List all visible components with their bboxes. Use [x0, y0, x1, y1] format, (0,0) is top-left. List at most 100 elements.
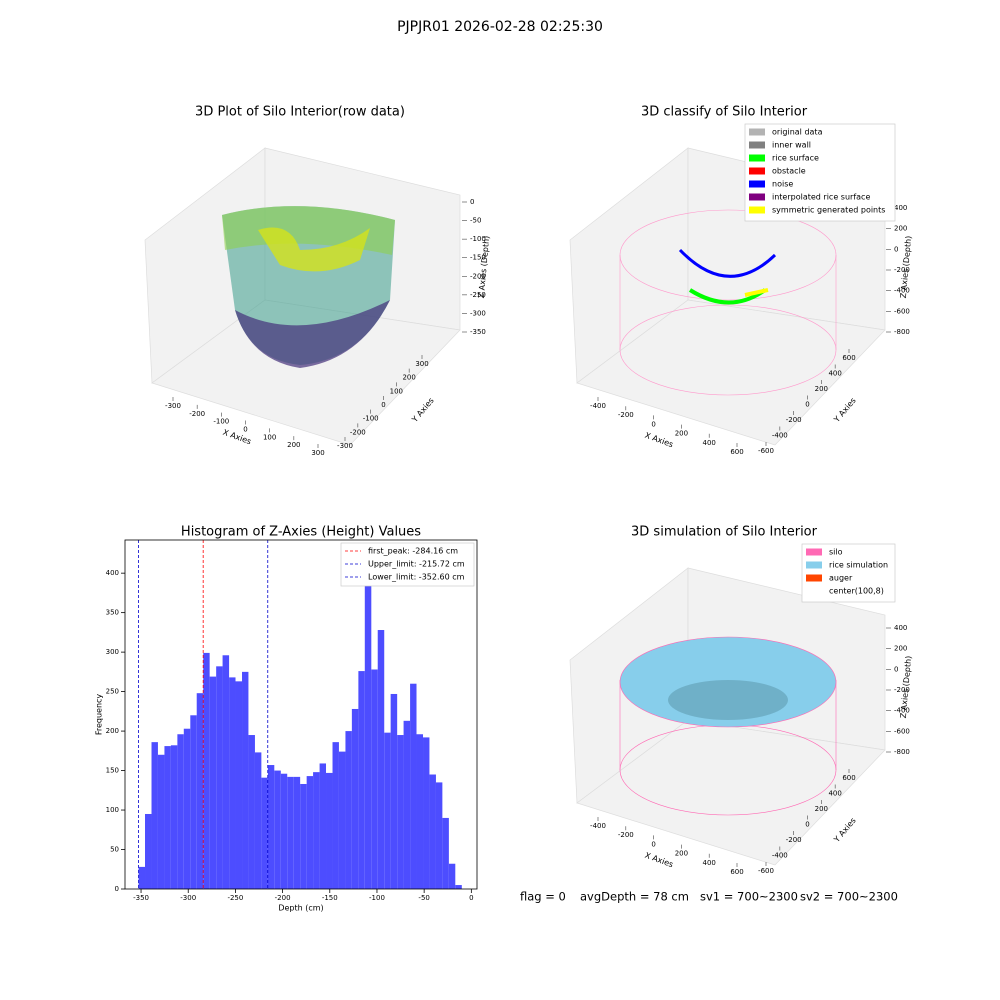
legend-swatch [806, 561, 822, 569]
hist-bar [429, 774, 436, 889]
hist-bar [248, 735, 255, 889]
hist-bar [442, 817, 449, 889]
x-tick-label: -400 [590, 402, 606, 410]
z-tick-label: 200 [894, 225, 907, 233]
x-tick-label: 0 [651, 840, 655, 848]
y-tick-label: -400 [772, 852, 788, 860]
y-axis-label: Y Axies [832, 816, 858, 845]
y-tick-label: -400 [772, 432, 788, 440]
hist-bar [216, 666, 223, 889]
x-tick-label: -250 [227, 894, 243, 902]
legend-label: obstacle [772, 167, 806, 176]
x-tick-label: 600 [730, 448, 743, 456]
footer-sv1: sv1 = 700~2300 [700, 890, 798, 904]
hist-bar [371, 669, 378, 889]
z-tick-label: -400 [894, 707, 910, 715]
hist-bar [151, 742, 158, 889]
x-axis-label: X Axies [222, 428, 253, 447]
hist-bar [267, 765, 275, 889]
legend-swatch [806, 548, 822, 556]
y-tick-label: -600 [758, 867, 774, 875]
x-tick-label: 0 [651, 420, 655, 428]
x-tick-label: 200 [675, 850, 688, 858]
hist-bar [390, 693, 398, 889]
x-tick-label: 600 [730, 868, 743, 876]
hist-bar [138, 866, 146, 889]
legend-swatch [749, 180, 765, 188]
hist-bar [455, 885, 462, 889]
legend-box [744, 123, 896, 222]
hist-bar [338, 751, 346, 889]
x-tick-label: -150 [322, 894, 338, 902]
y-tick-label: 200 [106, 727, 119, 735]
legend-box [340, 542, 475, 587]
y-tick-label: 200 [815, 805, 828, 813]
legend-swatch [749, 154, 765, 162]
z-tick-label: 0 [894, 665, 898, 673]
hist-bar [183, 728, 191, 889]
hist-bar [235, 681, 243, 889]
hist-bar [410, 683, 417, 889]
legend-swatch [749, 193, 765, 201]
hist-bar [164, 746, 171, 889]
y-axis-label: Frequency [95, 694, 104, 736]
hist-bar [280, 773, 288, 889]
x-tick-label: -200 [618, 831, 634, 839]
x-tick-label: -350 [133, 894, 149, 902]
y-tick-label: 0 [805, 401, 809, 409]
x-tick-label: -200 [618, 411, 634, 419]
hist-bar [274, 770, 281, 889]
legend-swatch [806, 574, 822, 582]
z-tick-label: -100 [470, 235, 486, 243]
y-axis-label: Y Axies [832, 396, 858, 425]
hist-bar [326, 772, 333, 889]
y-tick-label: 600 [842, 774, 855, 782]
x-tick-label: -400 [590, 822, 606, 830]
y-tick-label: 200 [402, 374, 415, 382]
hist-bar [397, 735, 404, 889]
footer-flag: flag = 0 [520, 890, 566, 904]
y-tick-label: 150 [106, 767, 119, 775]
hist-bar [293, 776, 301, 889]
z-tick-label: 400 [894, 624, 907, 632]
z-tick-label: -400 [894, 287, 910, 295]
hist-bar [190, 715, 197, 889]
hist-bar [345, 731, 352, 889]
z-tick-label: 200 [894, 645, 907, 653]
y-tick-label: 400 [106, 569, 119, 577]
hist-bar [145, 813, 152, 889]
z-axis-label: Z Axies (Depth) [477, 235, 491, 298]
z-tick-label: -250 [470, 291, 486, 299]
plot-title: 3D classify of Silo Interior [641, 105, 808, 120]
y-tick-label: 300 [106, 648, 119, 656]
legend-label: auger [829, 574, 853, 583]
hist-bar [203, 652, 210, 889]
axes-frame [124, 539, 478, 890]
legend-swatch [749, 167, 765, 175]
x-tick-label: -100 [369, 894, 385, 902]
plot-title: Histogram of Z-Axies (Height) Values [181, 525, 421, 540]
x-tick-label: 400 [703, 859, 716, 867]
hist-bar [332, 742, 339, 889]
hist-bar [364, 561, 372, 889]
footer-sv2: sv2 = 700~2300 [800, 890, 898, 904]
hist-bar [384, 732, 391, 889]
z-tick-label: 400 [894, 204, 907, 212]
y-tick-label: -100 [363, 415, 379, 423]
hist-bar [377, 630, 385, 889]
x-tick-label: 0 [243, 426, 247, 434]
y-tick-label: 350 [106, 609, 119, 617]
x-tick-label: 200 [675, 430, 688, 438]
y-tick-label: -300 [337, 442, 353, 450]
legend-label: rice simulation [829, 561, 888, 570]
legend-swatch [806, 587, 822, 595]
x-tick-label: 300 [311, 449, 324, 457]
legend-label: first_peak: -284.16 cm [368, 547, 458, 556]
z-tick-label: -800 [894, 748, 910, 756]
legend-label: Lower_limit: -352.60 cm [368, 573, 465, 582]
hist-bar [261, 777, 268, 889]
legend-label: interpolated rice surface [772, 193, 870, 202]
pane [576, 719, 886, 866]
y-tick-label: 0 [115, 885, 119, 893]
